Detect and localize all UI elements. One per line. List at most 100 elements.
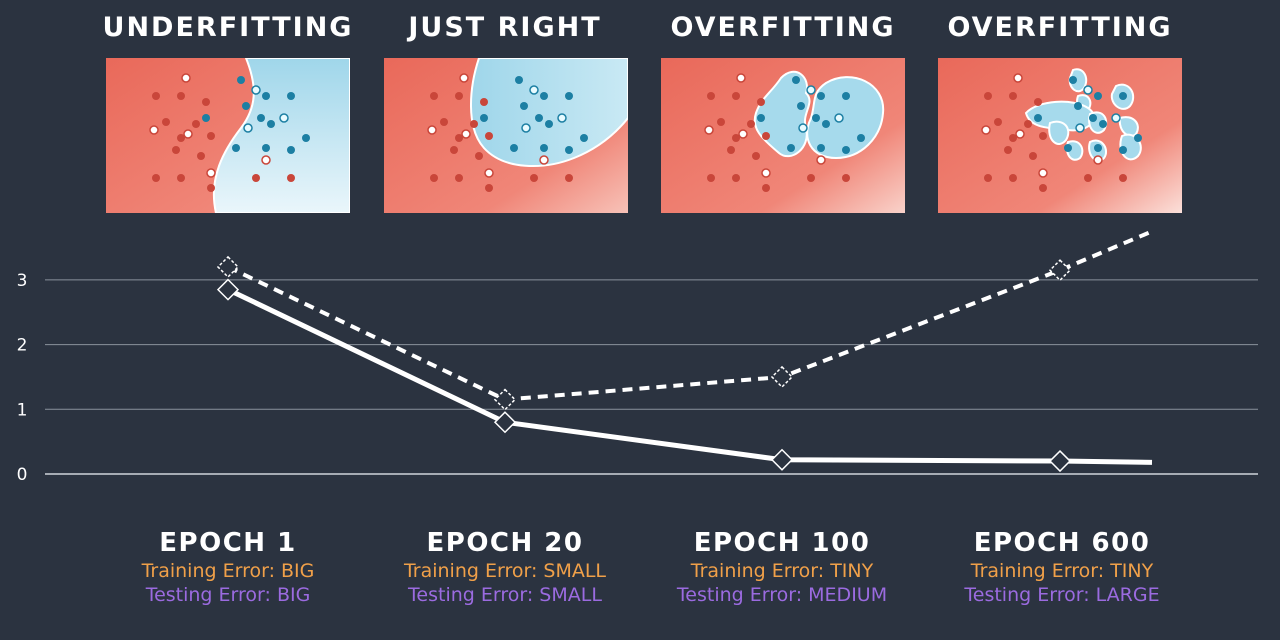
scatter-point	[515, 76, 523, 84]
panel-underfitting-image	[106, 58, 350, 213]
scatter-point	[461, 129, 471, 139]
training-error-line	[226, 287, 1153, 465]
scatter-point	[806, 85, 816, 95]
scatter-point	[181, 73, 191, 83]
scatter-point	[261, 155, 271, 165]
scatter-point	[262, 92, 270, 100]
scatter-point	[1099, 120, 1107, 128]
scatter-point	[162, 118, 170, 126]
scatter-point	[1074, 102, 1082, 110]
scatter-point	[1009, 174, 1017, 182]
stage-title-overfitting-1: OVERFITTING	[670, 12, 896, 43]
scatter-point	[834, 113, 844, 123]
scatter-point	[1094, 144, 1102, 152]
training-error-text: Training Error: SMALL	[403, 560, 607, 582]
scatter-point	[557, 113, 567, 123]
testing-error-text: Testing Error: LARGE	[964, 584, 1160, 606]
scatter-point	[535, 114, 543, 122]
testing-point-1	[216, 255, 240, 279]
scatter-point	[545, 120, 553, 128]
scatter-point	[430, 92, 438, 100]
panel-underfitting	[106, 58, 350, 213]
training-point-4	[1048, 449, 1072, 473]
panel-overfitting-100-image	[661, 58, 905, 213]
scatter-point	[732, 134, 740, 142]
scatter-point	[152, 174, 160, 182]
scatter-point	[984, 92, 992, 100]
scatter-point	[1134, 134, 1142, 142]
scatter-point	[752, 152, 760, 160]
scatter-point	[520, 102, 528, 110]
scatter-point	[480, 114, 488, 122]
epoch-label: EPOCH 600	[973, 528, 1151, 558]
scatter-point	[822, 120, 830, 128]
scatter-point	[762, 184, 770, 192]
scatter-point	[792, 76, 800, 84]
stage-title-just-right: JUST RIGHT	[408, 12, 602, 43]
scatter-point	[521, 123, 531, 133]
scatter-point	[539, 155, 549, 165]
scatter-point	[1064, 144, 1072, 152]
epoch-label: EPOCH 100	[693, 528, 871, 558]
epoch-block-100: EPOCH 100 Training Error: TINY Testing E…	[647, 528, 917, 606]
scatter-point	[761, 168, 771, 178]
scatter-point	[152, 92, 160, 100]
scatter-point	[1038, 168, 1048, 178]
scatter-point	[732, 174, 740, 182]
testing-point-2	[493, 388, 517, 411]
scatter-point	[202, 98, 210, 106]
testing-error-text: Testing Error: BIG	[145, 584, 311, 606]
epoch-label: EPOCH 1	[159, 528, 297, 558]
scatter-point	[994, 118, 1002, 126]
scatter-point	[1093, 155, 1103, 165]
scatter-point	[707, 92, 715, 100]
y-tick-label-0: 0	[17, 465, 28, 485]
scatter-point	[580, 134, 588, 142]
scatter-point	[279, 113, 289, 123]
scatter-point	[252, 174, 260, 182]
scatter-point	[1094, 92, 1102, 100]
scatter-point	[183, 129, 193, 139]
scatter-point	[842, 146, 850, 154]
epoch-block-20: EPOCH 20 Training Error: SMALL Testing E…	[370, 528, 640, 606]
scatter-point	[177, 174, 185, 182]
scatter-point	[262, 144, 270, 152]
scatter-point	[1009, 134, 1017, 142]
scatter-point	[197, 152, 205, 160]
scatter-point	[243, 123, 253, 133]
scatter-point	[480, 98, 488, 106]
panel-just-right	[384, 58, 628, 213]
scatter-point	[302, 134, 310, 142]
scatter-point	[565, 92, 573, 100]
error-chart: 0 1 2 3	[17, 229, 1258, 485]
scatter-point	[1089, 114, 1097, 122]
scatter-point	[1013, 73, 1023, 83]
scatter-point	[1119, 92, 1127, 100]
scatter-point	[1069, 76, 1077, 84]
scatter-point	[717, 118, 725, 126]
panel-overfitting-100	[661, 58, 905, 213]
scatter-point	[842, 174, 850, 182]
y-tick-label-1: 1	[17, 400, 28, 420]
scatter-point	[565, 146, 573, 154]
training-error-text: Training Error: TINY	[690, 560, 874, 582]
testing-error-line	[227, 229, 1153, 402]
scatter-point	[455, 92, 463, 100]
scatter-point	[251, 85, 261, 95]
scatter-point	[206, 168, 216, 178]
scatter-point	[1015, 129, 1025, 139]
scatter-point	[984, 174, 992, 182]
scatter-point	[232, 144, 240, 152]
training-error-text: Training Error: TINY	[970, 560, 1154, 582]
testing-error-text: Testing Error: MEDIUM	[676, 584, 888, 606]
scatter-point	[1111, 113, 1121, 123]
scatter-point	[540, 92, 548, 100]
training-point-3	[770, 448, 794, 471]
scatter-point	[797, 102, 805, 110]
scatter-point	[287, 92, 295, 100]
scatter-point	[762, 132, 770, 140]
scatter-point	[707, 174, 715, 182]
epoch-block-600: EPOCH 600 Training Error: TINY Testing E…	[927, 528, 1197, 606]
scatter-point	[842, 92, 850, 100]
scatter-point	[1083, 85, 1093, 95]
